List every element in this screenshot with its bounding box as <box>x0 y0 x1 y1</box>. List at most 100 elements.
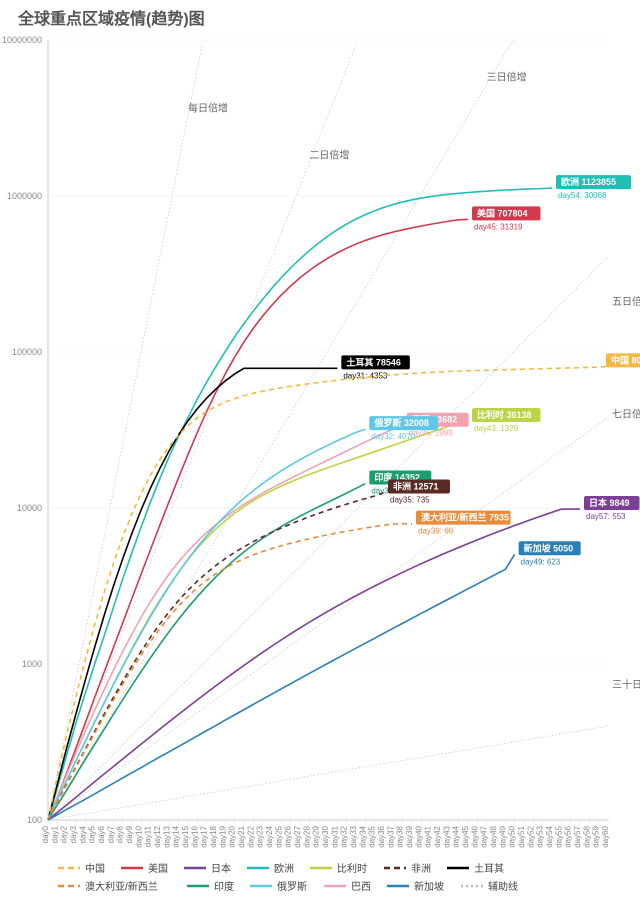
x-tick: day0 <box>41 825 50 843</box>
x-tick: day28 <box>302 825 311 847</box>
x-tick: day32 <box>340 825 349 847</box>
x-tick: day4 <box>78 825 87 843</box>
x-tick: day30 <box>321 825 330 847</box>
x-tick: day26 <box>284 825 293 847</box>
x-tick: day60 <box>601 825 610 847</box>
x-tick: day20 <box>228 825 237 847</box>
x-tick: day22 <box>246 825 255 847</box>
x-tick: day59 <box>592 825 601 847</box>
x-tick: day53 <box>536 825 545 847</box>
trend-chart: 全球重点区域疫情(趋势)图 100 1000 10000 100000 1000000 10… <box>0 0 640 913</box>
legend-label: 辅助线 <box>488 880 518 893</box>
x-tick: day25 <box>274 825 283 847</box>
legend-label: 中国 <box>85 862 105 875</box>
x-tick: day29 <box>312 825 321 847</box>
x-tick: day16 <box>190 825 199 847</box>
x-tick: day40 <box>414 825 423 847</box>
x-tick: day43 <box>442 825 451 847</box>
legend-label: 俄罗斯 <box>277 880 307 893</box>
guide-label: 三十日倍增 <box>612 678 640 691</box>
svg-text:俄罗斯 32008: 俄罗斯 32008 <box>373 417 429 428</box>
x-tick: day12 <box>153 825 162 847</box>
svg-text:土耳其 78546: 土耳其 78546 <box>346 356 401 367</box>
x-tick: day44 <box>452 825 461 847</box>
x-tick: day41 <box>424 825 433 847</box>
legend-label: 澳大利亚/新西兰 <box>85 880 158 893</box>
y-tick: 100000 <box>12 347 42 357</box>
guide-label: 三日倍增 <box>487 70 527 83</box>
x-tick: day48 <box>489 825 498 847</box>
x-tick: day2 <box>60 825 69 843</box>
svg-text:非洲 12571: 非洲 12571 <box>393 480 439 491</box>
svg-text:day43: 1329: day43: 1329 <box>474 424 519 433</box>
x-tick: day15 <box>181 825 190 847</box>
x-tick: day54 <box>545 825 554 847</box>
guide-label: 二日倍增 <box>309 149 349 162</box>
svg-text:澳大利亚/新西兰 7935: 澳大利亚/新西兰 7935 <box>421 512 509 523</box>
svg-text:day35: 735: day35: 735 <box>390 495 430 504</box>
x-tick: day47 <box>480 825 489 847</box>
x-tick: day27 <box>293 825 302 847</box>
legend-label: 美国 <box>148 862 168 875</box>
guide-label: 七日倍增 <box>612 408 640 421</box>
x-tick: day21 <box>237 825 246 847</box>
end-label-china: 中国 80894 <box>606 353 640 367</box>
x-tick: day14 <box>172 825 181 847</box>
x-tick: day7 <box>106 825 115 843</box>
svg-text:day57: 553: day57: 553 <box>586 512 626 521</box>
legend-label: 比利时 <box>337 863 367 875</box>
x-tick: day23 <box>256 825 265 847</box>
x-tick: day57 <box>573 825 582 847</box>
x-tick: day24 <box>265 825 274 847</box>
x-tick: day3 <box>69 825 78 843</box>
x-tick: day13 <box>162 825 171 847</box>
x-tick: day50 <box>508 825 517 847</box>
x-tick: day31 <box>330 825 339 847</box>
x-tick: day17 <box>200 825 209 847</box>
svg-text:美国 707804: 美国 707804 <box>477 207 528 218</box>
x-tick: day52 <box>526 825 535 847</box>
y-tick: 1000 <box>22 659 42 669</box>
x-tick: day49 <box>498 825 507 847</box>
x-tick: day6 <box>97 825 106 843</box>
svg-text:day39: 66: day39: 66 <box>418 527 454 536</box>
svg-text:day49: 623: day49: 623 <box>521 557 561 566</box>
guide-label: 五日倍增 <box>612 295 640 308</box>
y-tick: 1000000 <box>7 191 42 201</box>
legend-label: 日本 <box>211 862 231 875</box>
y-tick: 100 <box>27 815 42 825</box>
y-tick: 10000 <box>17 503 42 513</box>
legend-label: 新加坡 <box>414 880 444 893</box>
x-tick: day45 <box>461 825 470 847</box>
x-tick: day37 <box>386 825 395 847</box>
svg-text:日本 9849: 日本 9849 <box>589 497 630 508</box>
x-tick: day5 <box>88 825 97 843</box>
svg-text:day45: 31319: day45: 31319 <box>474 222 523 231</box>
x-tick: day51 <box>517 825 526 847</box>
x-tick: day56 <box>564 825 573 847</box>
x-tick: day18 <box>209 825 218 847</box>
svg-text:欧洲 1123855: 欧洲 1123855 <box>561 176 616 187</box>
x-tick: day8 <box>116 825 125 843</box>
svg-text:比利时 36138: 比利时 36138 <box>477 409 532 420</box>
svg-text:day32: 4070: day32: 4070 <box>371 432 416 441</box>
x-tick: day38 <box>396 825 405 847</box>
x-tick: day42 <box>433 825 442 847</box>
legend-label: 土耳其 <box>474 862 504 875</box>
legend-label: 非洲 <box>411 863 431 875</box>
svg-text:day54: 30068: day54: 30068 <box>558 191 607 200</box>
x-tick: day11 <box>144 825 153 847</box>
chart-title: 全球重点区域疫情(趋势)图 <box>17 9 205 28</box>
x-tick: day36 <box>377 825 386 847</box>
x-tick: day35 <box>368 825 377 847</box>
x-tick: day46 <box>470 825 479 847</box>
x-tick: day55 <box>554 825 563 847</box>
legend-label: 印度 <box>214 880 234 893</box>
x-tick: day33 <box>349 825 358 847</box>
y-tick: 10000000 <box>2 35 42 45</box>
x-tick: day19 <box>218 825 227 847</box>
x-tick: day34 <box>358 825 367 847</box>
legend-label: 巴西 <box>351 881 371 893</box>
guide-label: 每日倍增 <box>188 102 228 115</box>
svg-text:新加坡 5050: 新加坡 5050 <box>524 542 574 553</box>
